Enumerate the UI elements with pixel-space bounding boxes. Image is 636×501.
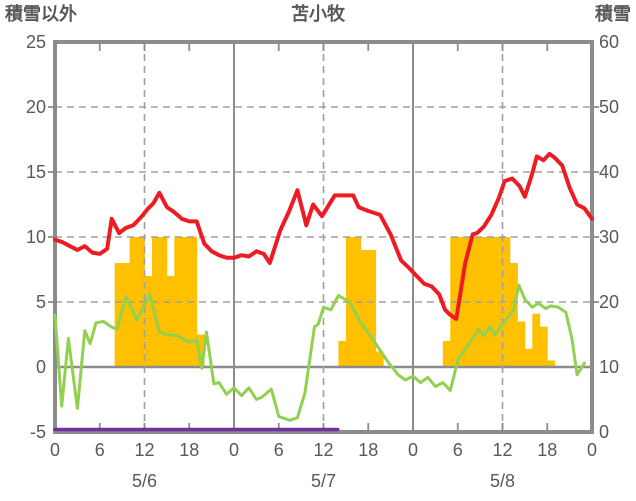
right-axis-tick-label: 40 [599,162,620,182]
x-axis-tick-label: 18 [358,440,379,460]
sunshine-bar [509,263,518,367]
x-axis-tick-label: 6 [273,440,284,460]
date-label: 5/7 [310,471,337,491]
date-label: 5/6 [131,471,158,491]
sunshine-bar [502,237,511,367]
x-axis-tick-label: 18 [179,440,200,460]
sunshine-bar [524,348,533,367]
right-axis-tick-label: 20 [599,292,620,312]
sunshine-bar [442,341,451,367]
left-axis-tick-label: 20 [25,97,46,117]
x-axis-tick-label: 12 [313,440,334,460]
sunshine-bar [338,341,347,367]
x-axis-tick-label: 12 [492,440,513,460]
right-axis-tick-label: 30 [599,227,620,247]
left-axis-tick-label: 5 [35,292,46,312]
sunshine-bar [144,276,153,367]
sunshine-bar [547,360,556,367]
x-axis-tick-label: 12 [134,440,155,460]
sunshine-bar [495,237,503,367]
sunshine-bar [517,321,526,367]
left-axis-title: 積雪以外 [5,4,77,24]
sunshine-bar [375,351,384,367]
x-axis-tick-label: 0 [586,440,597,460]
sunshine-bar [196,334,205,367]
left-axis-tick-label: -5 [29,422,46,442]
x-axis-tick-label: 6 [452,440,463,460]
x-axis-tick-label: 0 [49,440,60,460]
left-axis-tick-label: 25 [25,32,46,52]
sunshine-bar [114,263,123,367]
sunshine-bar [122,263,130,367]
right-axis-tick-label: 0 [599,422,610,442]
sunshine-bar [181,237,190,367]
red-line [53,151,594,321]
date-label: 5/8 [489,471,516,491]
left-axis-tick-label: 15 [25,162,46,182]
left-axis-tick-label: 10 [25,227,46,247]
green-line [53,283,586,422]
right-axis-tick-label: 50 [599,97,620,117]
right-axis-tick-label: 60 [599,32,620,52]
x-axis-tick-label: 0 [228,440,239,460]
left-axis-tick-label: 0 [35,357,46,377]
sunshine-bar [480,237,488,367]
x-axis-tick-label: 0 [407,440,418,460]
x-axis-tick-label: 6 [94,440,105,460]
sunshine-bar [457,237,466,367]
right-axis-title: 積雪 [595,4,631,24]
sunshine-bar [532,313,541,367]
right-axis-tick-label: 10 [599,357,620,377]
sunshine-bar [368,250,377,367]
page-title: 苫小牧 [291,4,345,24]
sunshine-bar [166,276,175,367]
x-axis-tick-label: 18 [537,440,558,460]
sunshine-bar [539,326,548,367]
sunshine-bar [360,250,369,367]
